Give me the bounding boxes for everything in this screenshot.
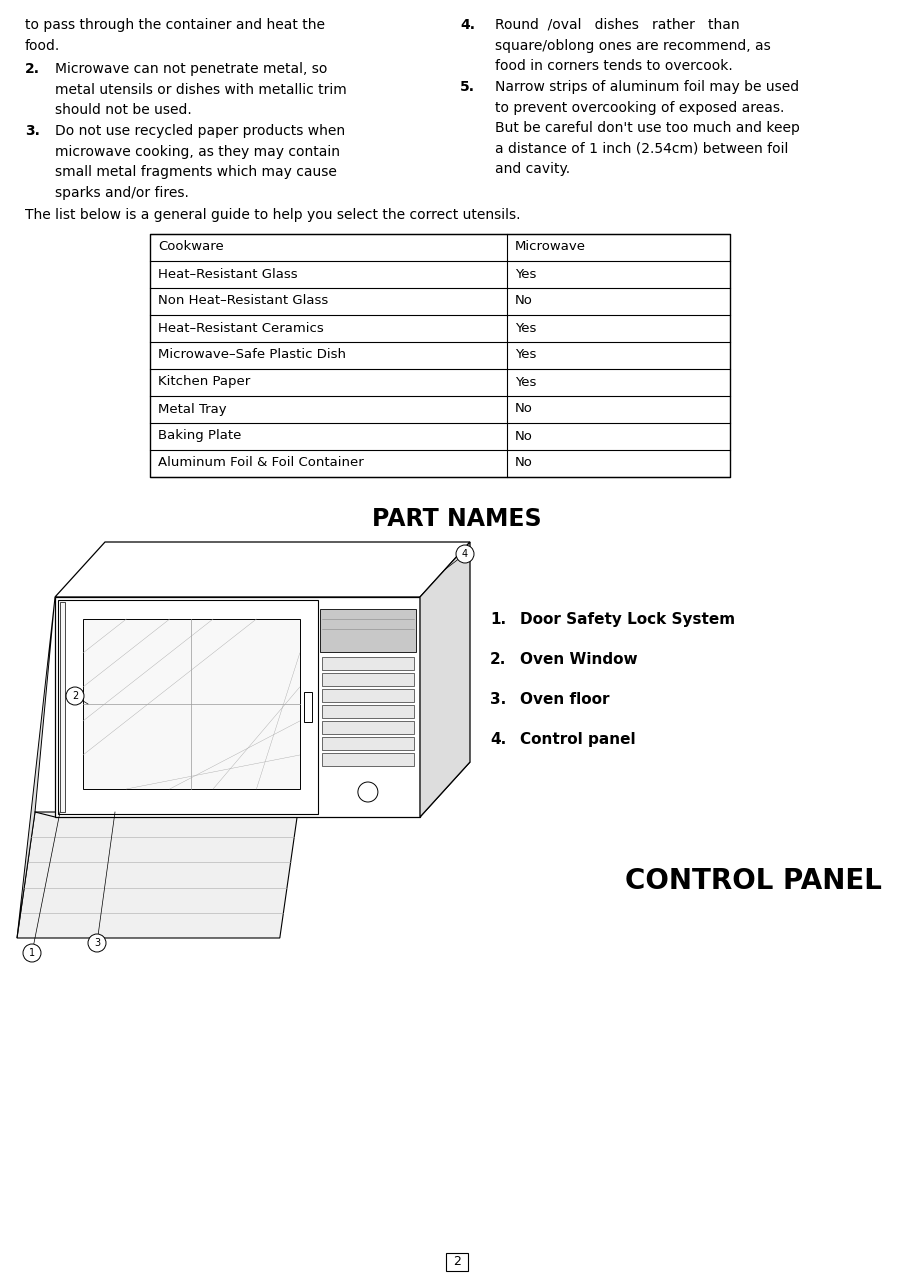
Circle shape	[66, 686, 84, 704]
Text: Kitchen Paper: Kitchen Paper	[158, 376, 250, 389]
Text: No: No	[515, 403, 533, 416]
Text: 2: 2	[72, 692, 78, 701]
Polygon shape	[322, 736, 414, 751]
Bar	[150, 234, 730, 477]
Polygon shape	[17, 597, 55, 938]
Text: Heat–Resistant Glass: Heat–Resistant Glass	[158, 267, 298, 281]
Text: CONTROL PANEL: CONTROL PANEL	[625, 867, 882, 896]
Bar	[446, 1253, 468, 1271]
Text: 4: 4	[462, 549, 468, 559]
Text: Heat–Resistant Ceramics: Heat–Resistant Ceramics	[158, 322, 324, 335]
Polygon shape	[55, 597, 420, 817]
Text: 3.: 3.	[490, 692, 506, 707]
Text: 5.: 5.	[460, 80, 475, 94]
Text: 3.: 3.	[25, 124, 40, 139]
Polygon shape	[322, 657, 414, 670]
Text: No: No	[515, 457, 533, 470]
Text: Control panel: Control panel	[520, 733, 635, 747]
Text: No: No	[515, 295, 533, 308]
Polygon shape	[303, 692, 312, 722]
Text: Aluminum Foil & Foil Container: Aluminum Foil & Foil Container	[158, 457, 364, 470]
Polygon shape	[60, 602, 65, 812]
Polygon shape	[322, 704, 414, 718]
Text: Microwave–Safe Plastic Dish: Microwave–Safe Plastic Dish	[158, 349, 346, 362]
Polygon shape	[322, 689, 414, 702]
Text: Metal Tray: Metal Tray	[158, 403, 227, 416]
Text: Microwave can not penetrate metal, so
metal utensils or dishes with metallic tri: Microwave can not penetrate metal, so me…	[55, 62, 346, 117]
Text: 3: 3	[94, 938, 100, 948]
Text: Oven Window: Oven Window	[520, 652, 638, 667]
Text: Yes: Yes	[515, 267, 537, 281]
Text: 4.: 4.	[490, 733, 506, 747]
Text: Non Heat–Resistant Glass: Non Heat–Resistant Glass	[158, 295, 328, 308]
Polygon shape	[17, 812, 298, 938]
Text: Yes: Yes	[515, 322, 537, 335]
Text: 1.: 1.	[490, 612, 506, 627]
Text: Do not use recycled paper products when
microwave cooking, as they may contain
s: Do not use recycled paper products when …	[55, 124, 345, 200]
Text: 2.: 2.	[25, 62, 40, 76]
Polygon shape	[420, 541, 470, 817]
Text: 2: 2	[453, 1255, 461, 1268]
Text: No: No	[515, 430, 533, 443]
Text: 4.: 4.	[460, 18, 475, 32]
Polygon shape	[322, 674, 414, 686]
Text: Baking Plate: Baking Plate	[158, 430, 241, 443]
Polygon shape	[322, 753, 414, 766]
Circle shape	[456, 545, 474, 563]
Text: Yes: Yes	[515, 376, 537, 389]
Text: PART NAMES: PART NAMES	[372, 507, 542, 531]
Polygon shape	[55, 541, 470, 597]
Text: Cookware: Cookware	[158, 240, 224, 254]
Text: Microwave: Microwave	[515, 240, 586, 254]
Polygon shape	[322, 721, 414, 734]
Text: The list below is a general guide to help you select the correct utensils.: The list below is a general guide to hel…	[25, 208, 520, 222]
Polygon shape	[55, 762, 470, 817]
Text: Narrow strips of aluminum foil may be used
to prevent overcooking of exposed are: Narrow strips of aluminum foil may be us…	[495, 80, 800, 176]
Polygon shape	[83, 618, 300, 789]
Polygon shape	[58, 600, 318, 813]
Text: to pass through the container and heat the
food.: to pass through the container and heat t…	[25, 18, 325, 53]
Circle shape	[88, 934, 106, 952]
Text: Yes: Yes	[515, 349, 537, 362]
Text: 2.: 2.	[490, 652, 506, 667]
Circle shape	[23, 944, 41, 962]
Circle shape	[358, 783, 377, 802]
Text: Door Safety Lock System: Door Safety Lock System	[520, 612, 735, 627]
Text: Oven floor: Oven floor	[520, 692, 610, 707]
Text: Round  /oval   dishes   rather   than
square/oblong ones are recommend, as
food : Round /oval dishes rather than square/ob…	[495, 18, 771, 73]
Text: 1: 1	[29, 948, 35, 958]
Polygon shape	[320, 609, 416, 652]
